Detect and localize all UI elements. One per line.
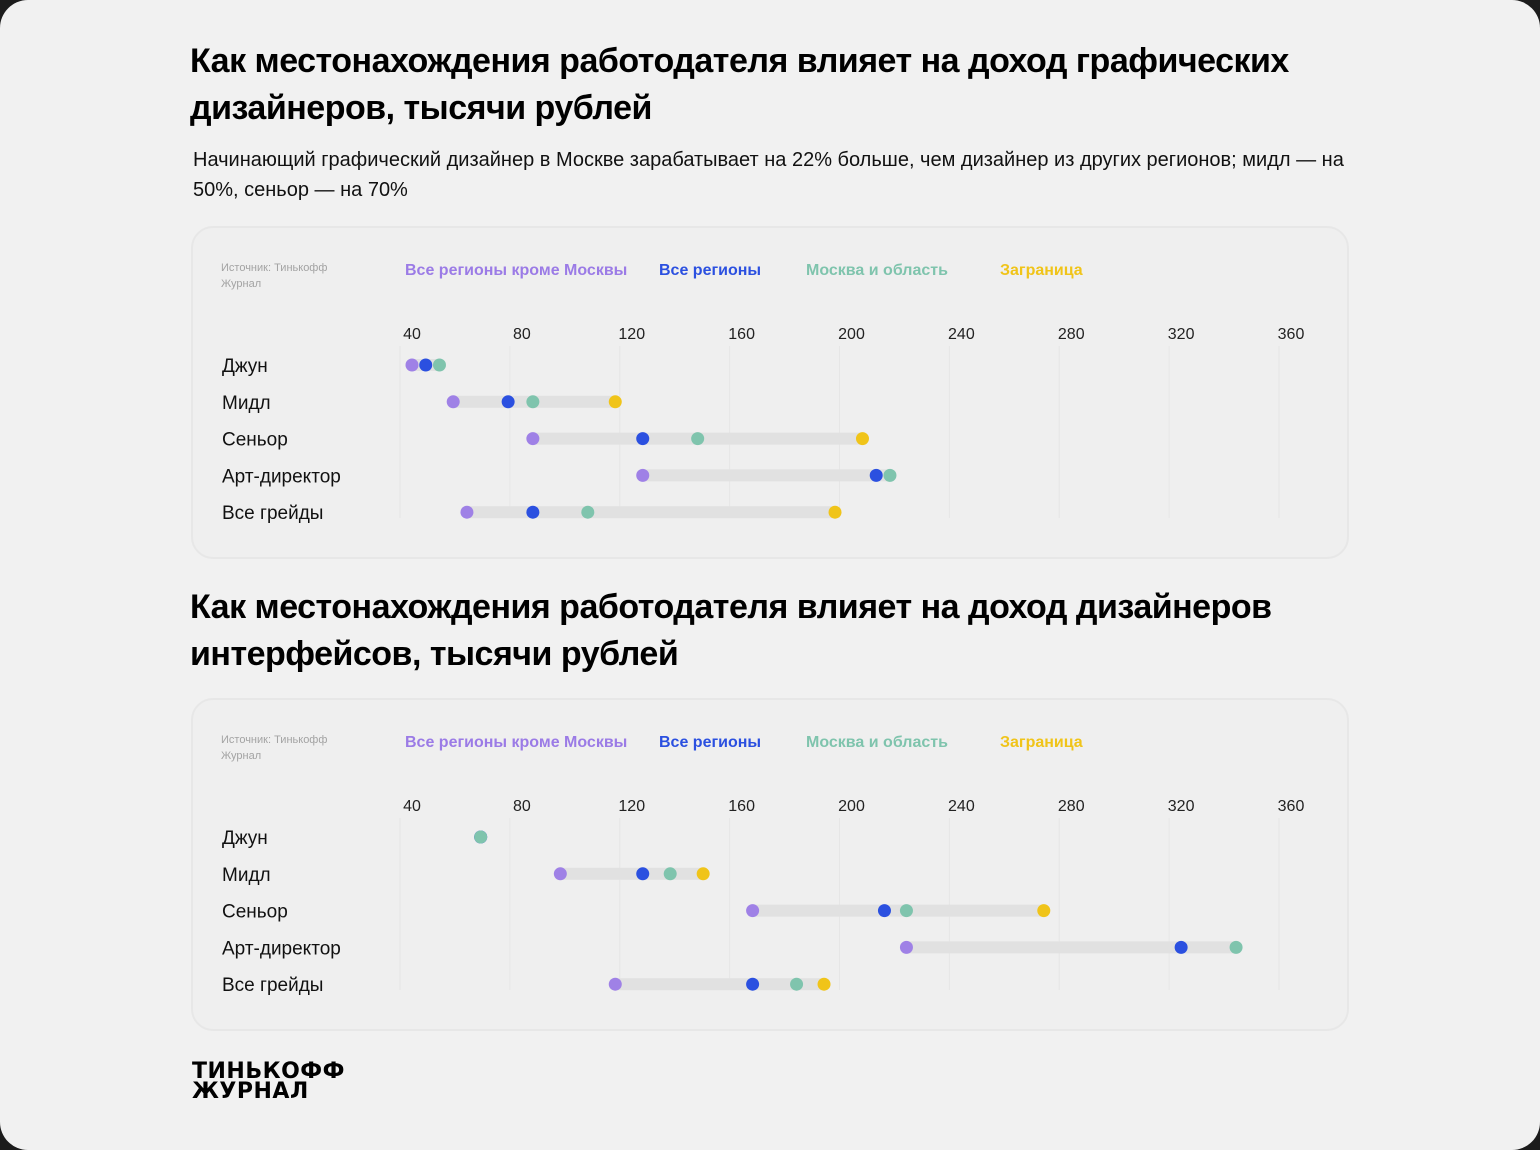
- x-tick-label: 160: [728, 798, 755, 815]
- data-point: [636, 867, 650, 881]
- chart-title-interface-designers: Как местонахождения работодателя влияет …: [190, 588, 1272, 673]
- legend-item-all-regions: Все регионы: [659, 734, 762, 751]
- data-point: [526, 432, 540, 446]
- data-point: [432, 358, 446, 372]
- data-point: [869, 468, 883, 482]
- data-point: [474, 830, 488, 844]
- data-point: [636, 432, 650, 446]
- data-point: [581, 505, 595, 519]
- data-point: [1174, 940, 1188, 954]
- x-tick-label: 40: [403, 798, 421, 815]
- x-tick-label: 200: [838, 326, 865, 343]
- tinkoff-journal-logo: ТИНЬКОФФ ЖУРНАЛ: [192, 1059, 345, 1104]
- data-point: [883, 468, 897, 482]
- data-point: [608, 977, 622, 991]
- data-point: [1229, 940, 1243, 954]
- chart-card-interface-designers: Источник: Тинькофф Журнал Все регионы кр…: [191, 698, 1349, 1031]
- data-point: [526, 395, 540, 409]
- legend-item-regions-except-moscow: Все регионы кроме Москвы: [405, 262, 628, 279]
- data-point: [828, 505, 842, 519]
- dot-range-chart-graphic-designers: 40 80 120 160 200 240 280 320 360 Джун Мидл Сеньор А…: [222, 326, 1305, 524]
- data-point: [636, 468, 650, 482]
- category-label: Все грейды: [222, 975, 323, 996]
- x-tick-label: 240: [948, 326, 975, 343]
- x-tick-label: 200: [838, 798, 865, 815]
- source-label: Источник: Тинькофф Журнал: [221, 262, 328, 290]
- data-point: [855, 432, 869, 446]
- data-point: [501, 395, 515, 409]
- x-tick-label: 160: [728, 326, 755, 343]
- category-label: Все грейды: [222, 503, 323, 524]
- data-point: [405, 358, 419, 372]
- category-label: Мидл: [222, 393, 271, 414]
- data-point: [663, 867, 677, 881]
- data-point: [553, 867, 567, 881]
- data-point: [899, 904, 913, 918]
- category-label: Сеньор: [222, 902, 288, 923]
- x-tick-label: 280: [1058, 326, 1085, 343]
- source-label: Источник: Тинькофф Журнал: [221, 734, 328, 762]
- legend-item-all-regions: Все регионы: [659, 262, 762, 279]
- chart-subtitle: Начинающий графический дизайнер в Москве…: [193, 149, 1344, 201]
- data-point: [419, 358, 433, 372]
- x-tick-label: 120: [618, 798, 645, 815]
- legend-item-abroad: Заграница: [1000, 262, 1083, 279]
- data-point: [817, 977, 831, 991]
- legend-item-moscow-region: Москва и область: [806, 262, 948, 279]
- x-tick-label: 360: [1278, 798, 1305, 815]
- category-label: Мидл: [222, 865, 271, 886]
- category-label: Джун: [222, 828, 268, 849]
- x-tick-label: 320: [1168, 326, 1195, 343]
- data-point: [790, 977, 804, 991]
- x-tick-label: 80: [513, 798, 531, 815]
- data-point: [696, 867, 710, 881]
- category-label: Джун: [222, 356, 268, 377]
- chart-title-graphic-designers: Как местонахождения работодателя влияет …: [190, 42, 1289, 127]
- data-point: [877, 904, 891, 918]
- data-point: [746, 977, 760, 991]
- x-tick-label: 360: [1278, 326, 1305, 343]
- data-point: [691, 432, 705, 446]
- category-label: Арт-директор: [222, 466, 341, 487]
- data-point: [1037, 904, 1051, 918]
- x-tick-label: 280: [1058, 798, 1085, 815]
- data-point: [526, 505, 540, 519]
- category-label: Арт-директор: [222, 938, 341, 959]
- legend-item-abroad: Заграница: [1000, 734, 1083, 751]
- legend-item-moscow-region: Москва и область: [806, 734, 948, 751]
- x-tick-label: 240: [948, 798, 975, 815]
- x-tick-label: 40: [403, 326, 421, 343]
- dot-range-chart-interface-designers: 40 80 120 160 200 240 280 320 360 Джун Мидл Сеньор А…: [222, 798, 1305, 996]
- logo-line-2: ЖУРНАЛ: [192, 1079, 309, 1104]
- x-tick-label: 80: [513, 326, 531, 343]
- data-point: [608, 395, 622, 409]
- data-point: [899, 940, 913, 954]
- chart-card-graphic-designers: Источник: Тинькофф Журнал Все регионы кр…: [191, 226, 1349, 559]
- legend-item-regions-except-moscow: Все регионы кроме Москвы: [405, 734, 628, 751]
- x-tick-label: 320: [1168, 798, 1195, 815]
- category-label: Сеньор: [222, 430, 288, 451]
- data-point: [746, 904, 760, 918]
- x-tick-label: 120: [618, 326, 645, 343]
- data-point: [460, 505, 474, 519]
- logo-line-1: ТИНЬКОФФ: [192, 1059, 345, 1084]
- data-point: [446, 395, 460, 409]
